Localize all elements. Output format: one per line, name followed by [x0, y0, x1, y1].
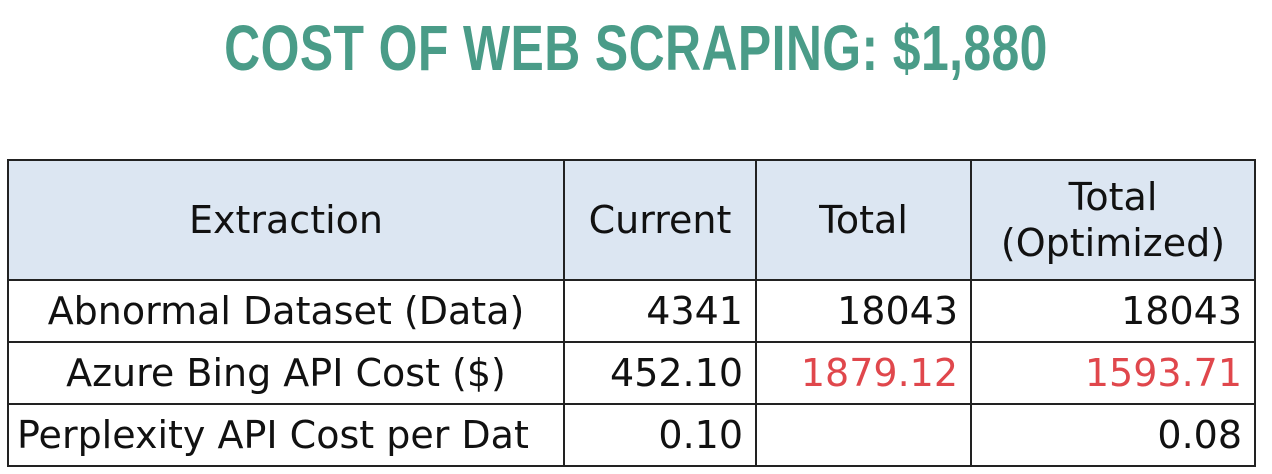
- header-current: Current: [563, 159, 757, 281]
- table-row: Azure Bing API Cost ($) 452.10 1879.12 1…: [7, 341, 1256, 405]
- header-extraction: Extraction: [7, 159, 565, 281]
- cell-total-optimized: 1593.71: [970, 341, 1256, 405]
- cell-total-optimized: 18043: [970, 279, 1256, 343]
- cell-total: 1879.12: [755, 341, 972, 405]
- table-row: Perplexity API Cost per Dat 0.10 0.08: [7, 403, 1256, 467]
- header-total-optimized-line2: (Optimized): [1000, 221, 1226, 265]
- cell-current: 4341: [563, 279, 757, 343]
- table-row: Abnormal Dataset (Data) 4341 18043 18043: [7, 279, 1256, 343]
- header-total-optimized: Total (Optimized): [970, 159, 1256, 281]
- cell-current: 0.10: [563, 403, 757, 467]
- cost-table: Extraction Current Total Total (Optimize…: [7, 159, 1256, 467]
- cell-total: 18043: [755, 279, 972, 343]
- cell-current: 452.10: [563, 341, 757, 405]
- cell-total: [755, 403, 972, 467]
- cell-total-optimized: 0.08: [970, 403, 1256, 467]
- row-label: Abnormal Dataset (Data): [7, 279, 565, 343]
- table-header-row: Extraction Current Total Total (Optimize…: [7, 159, 1256, 281]
- row-label: Perplexity API Cost per Dat: [7, 403, 565, 467]
- slide-title: COST OF WEB SCRAPING: $1,880: [224, 12, 1048, 84]
- row-label: Azure Bing API Cost ($): [7, 341, 565, 405]
- header-total: Total: [755, 159, 972, 281]
- header-total-optimized-line1: Total: [1068, 175, 1158, 219]
